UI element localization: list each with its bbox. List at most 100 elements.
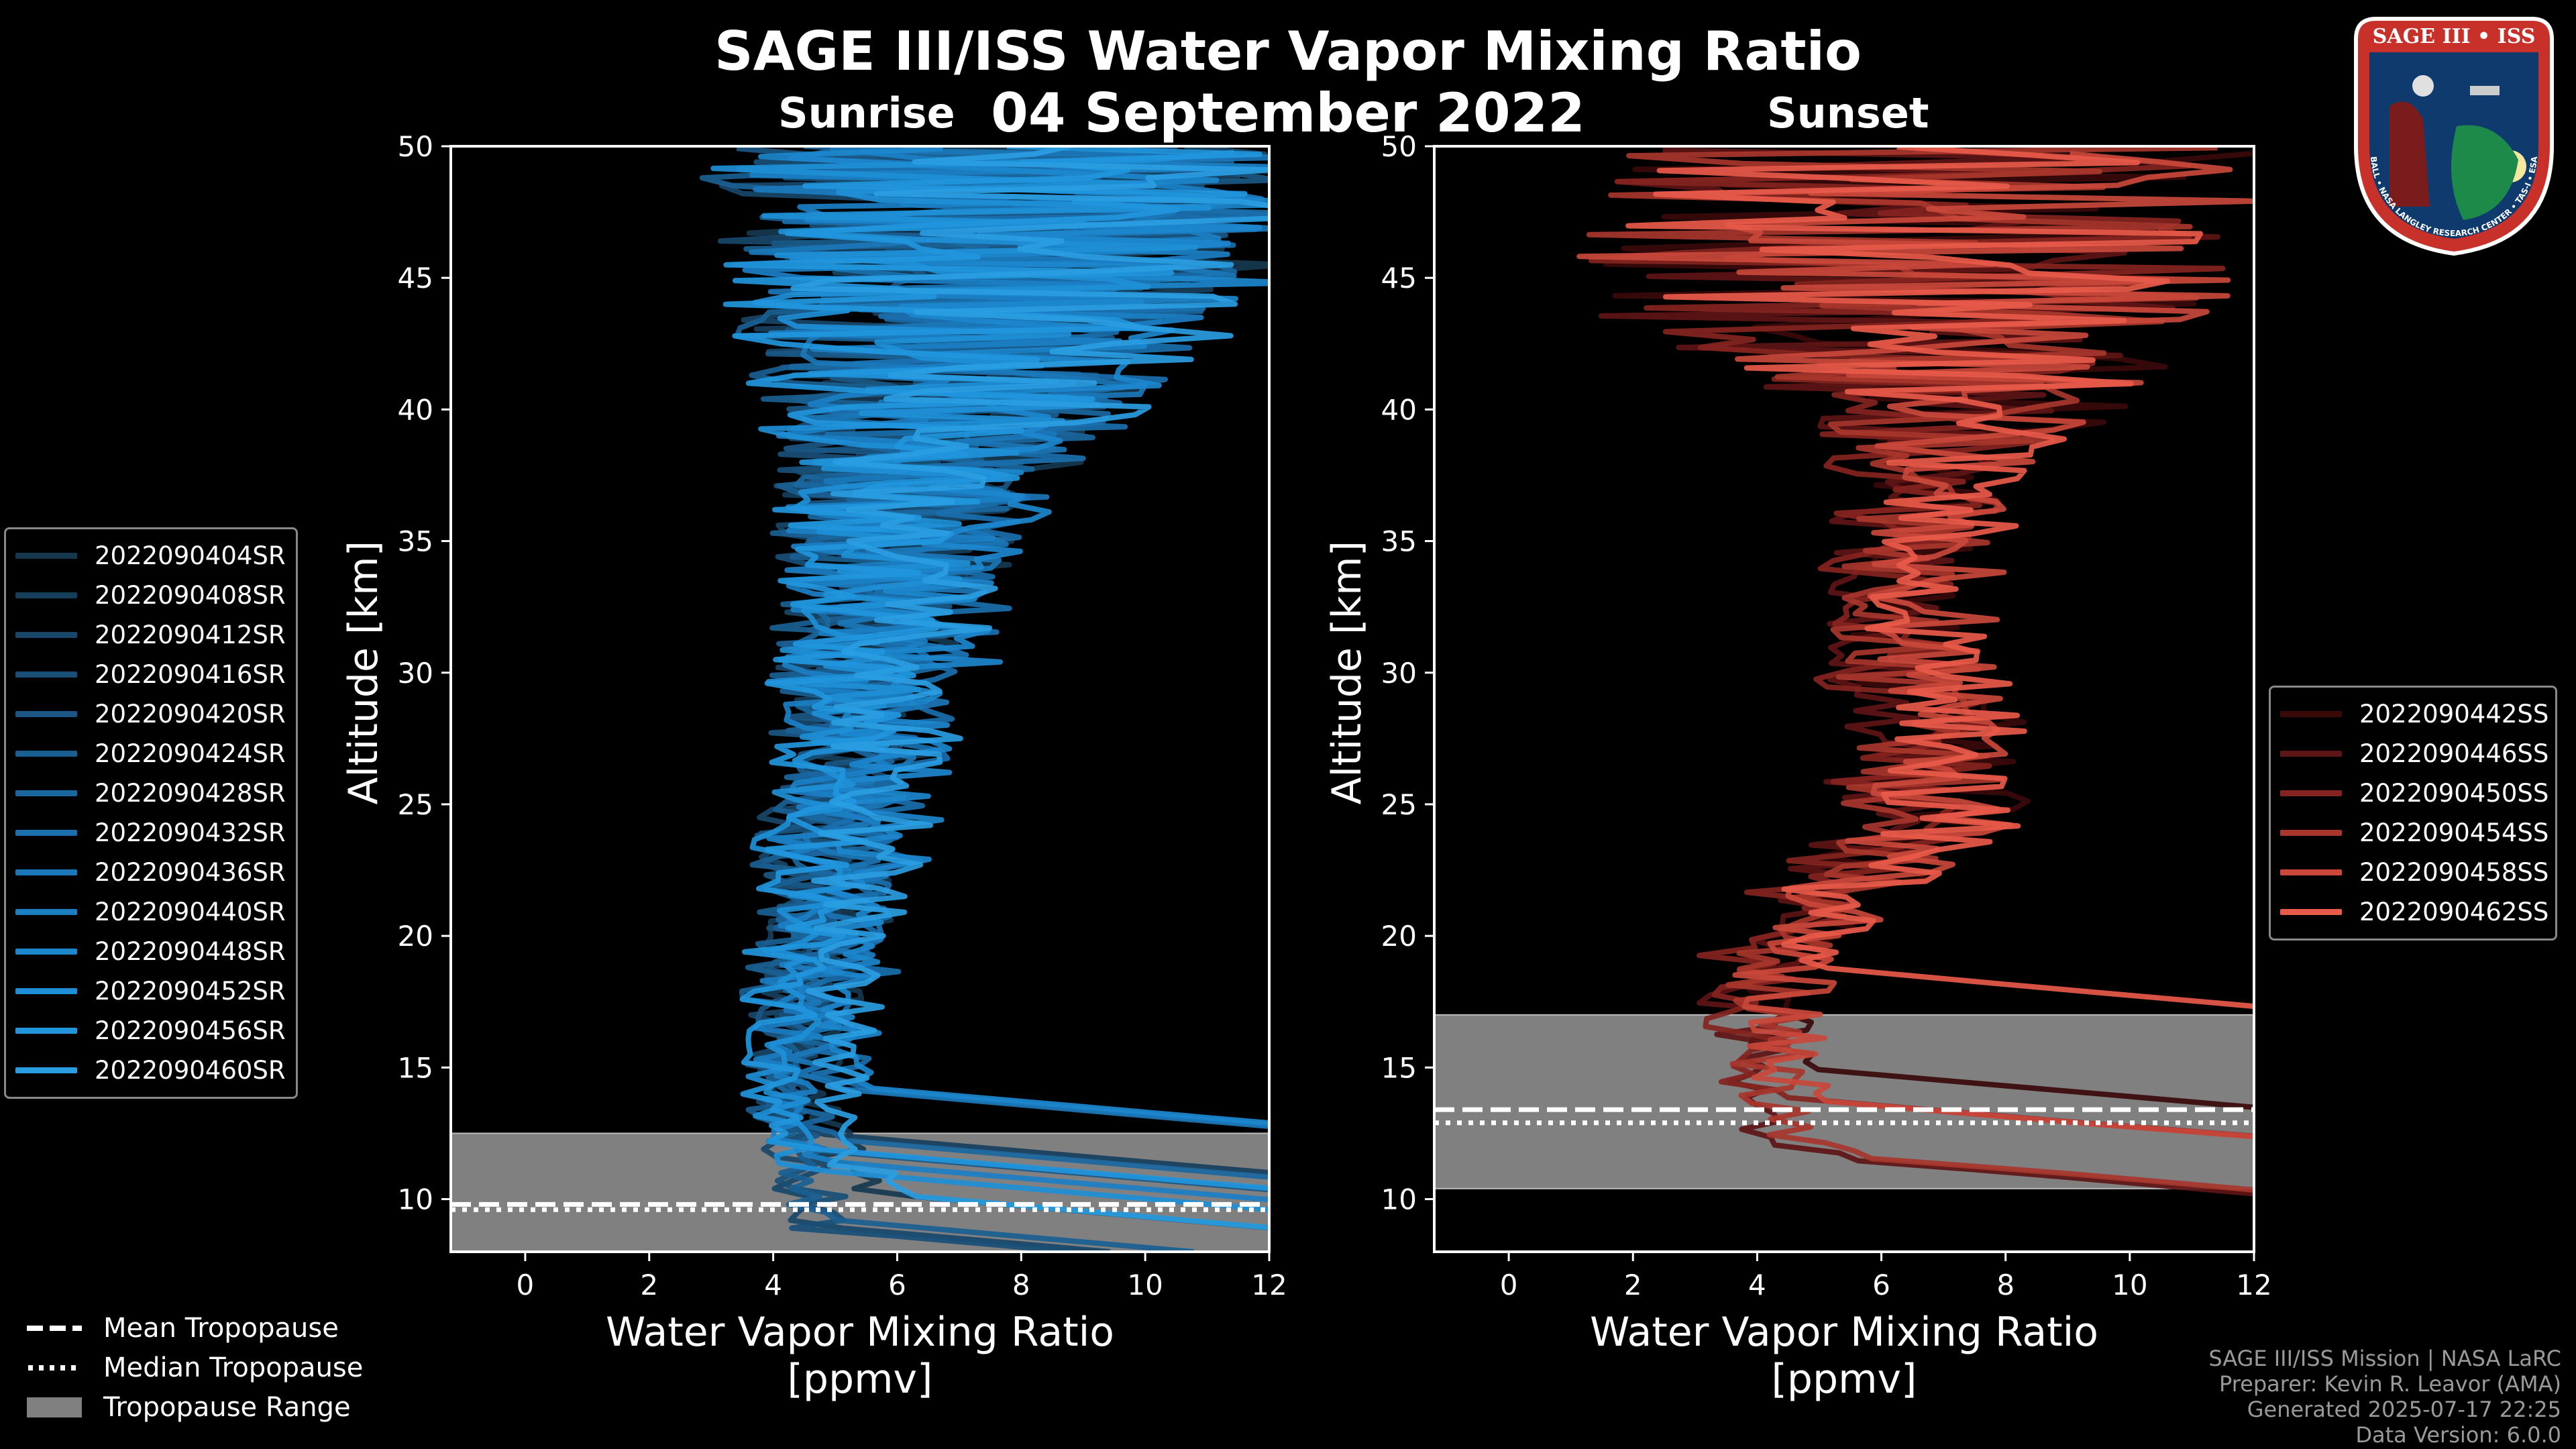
sunrise-plot: 0 2 4 6 8 10 12 10 15 20 25 30 35 40 45 50 Water Vapor M… xyxy=(340,130,1287,1403)
sunrise-ylabel: Altitude [km] xyxy=(340,541,387,805)
sunset-ytick-label: 20 xyxy=(1381,920,1417,953)
chart-date: 04 September 2022 xyxy=(991,82,1585,144)
legend-line-swatch xyxy=(15,988,77,994)
sunset-xlabel: Water Vapor Mixing Ratio xyxy=(1590,1309,2098,1356)
sunset-legend-item: 2022090442SS xyxy=(2271,694,2555,734)
legend-line-swatch xyxy=(15,711,77,717)
legend-label: 2022090432SR xyxy=(95,818,286,847)
legend-label: 2022090408SR xyxy=(95,581,286,610)
legend-label: 2022090428SR xyxy=(95,779,286,808)
legend-mean-label: Mean Tropopause xyxy=(103,1312,339,1344)
legend-line-swatch xyxy=(2280,711,2342,717)
sunrise-xtick-label: 4 xyxy=(764,1269,782,1301)
legend-label: 2022090442SS xyxy=(2359,700,2549,729)
sunset-ytick-label: 40 xyxy=(1381,393,1417,426)
legend-line-swatch xyxy=(15,1067,77,1073)
legend-label: 2022090450SS xyxy=(2359,779,2549,808)
legend-label: 2022090454SS xyxy=(2359,818,2549,847)
legend-line-swatch xyxy=(15,672,77,678)
sunset-plot-area xyxy=(1434,146,2254,1197)
credits: SAGE III/ISS Mission | NASA LaRC Prepare… xyxy=(2208,1346,2561,1448)
sunset-xtick-label: 4 xyxy=(1748,1269,1766,1301)
sunrise-ytick-label: 10 xyxy=(398,1183,433,1216)
sunrise-legend-item: 2022090408SR xyxy=(6,576,296,615)
sunrise-ytick-label: 30 xyxy=(398,657,433,690)
moon-icon xyxy=(2412,75,2434,97)
sunset-axes-frame xyxy=(1433,145,2255,1253)
sunset-ytick-label: 35 xyxy=(1381,525,1417,558)
legend-line-swatch xyxy=(15,592,77,598)
sunset-legend: 2022090442SS 2022090446SS 2022090450SS 2022… xyxy=(2269,686,2557,941)
sunrise-legend-item: 2022090404SR xyxy=(6,536,296,576)
sunset-ytick-label: 30 xyxy=(1381,657,1417,690)
legend-line-swatch xyxy=(2280,869,2342,875)
credit-preparer: Preparer: Kevin R. Leavor (AMA) xyxy=(2218,1371,2561,1397)
legend-line-swatch xyxy=(2280,909,2342,915)
sunset-ytick-label: 50 xyxy=(1381,130,1417,163)
sunrise-ytick-label: 40 xyxy=(398,393,433,426)
legend-label: 2022090416SR xyxy=(95,660,286,689)
sunrise-legend-item: 2022090412SR xyxy=(6,615,296,655)
sage-iss-logo: SAGE III • ISS BALL • NASA LANGLEY RESEA… xyxy=(2354,17,2554,256)
sunset-xtick-label: 6 xyxy=(1872,1269,1890,1301)
sunset-legend-item: 2022090454SS xyxy=(2271,813,2555,853)
sunset-ytick-label: 45 xyxy=(1381,262,1417,294)
tropopause-legend: Mean Tropopause Median Tropopause Tropop… xyxy=(25,1308,363,1427)
legend-label: 2022090456SR xyxy=(95,1016,286,1045)
sunset-plot: 0 2 4 6 8 10 12 10 15 20 25 30 35 40 45 50 Water Vapor M… xyxy=(1324,130,2272,1403)
sunrise-xtick-label: 10 xyxy=(1127,1269,1163,1301)
sunrise-legend-item: 2022090456SR xyxy=(6,1011,296,1051)
legend-label: 2022090462SS xyxy=(2359,898,2549,926)
sunrise-xlabel: Water Vapor Mixing Ratio xyxy=(606,1309,1114,1356)
sunrise-legend: 2022090404SR 2022090408SR 2022090412SR 2022… xyxy=(4,527,298,1099)
legend-label: 2022090460SR xyxy=(95,1056,286,1085)
legend-line-swatch xyxy=(15,553,77,559)
legend-line-swatch xyxy=(15,909,77,915)
sunrise-series-2022090460SR xyxy=(790,146,1269,1231)
legend-label: 2022090404SR xyxy=(95,541,286,570)
legend-line-swatch xyxy=(15,869,77,875)
legend-median-label: Median Tropopause xyxy=(103,1352,364,1383)
sunrise-ytick-label: 15 xyxy=(398,1051,433,1084)
legend-label: 2022090436SR xyxy=(95,858,286,887)
legend-line-swatch xyxy=(2280,751,2342,757)
sunrise-legend-item: 2022090452SR xyxy=(6,971,296,1011)
sunrise-legend-item: 2022090428SR xyxy=(6,773,296,813)
legend-line-swatch xyxy=(15,751,77,757)
sunset-xtick-label: 0 xyxy=(1500,1269,1518,1301)
sunset-xtick-label: 12 xyxy=(2236,1269,2271,1301)
sunrise-legend-item: 2022090448SR xyxy=(6,932,296,971)
sunrise-xlabel-units: [ppmv] xyxy=(788,1356,933,1403)
legend-label: 2022090458SS xyxy=(2359,858,2549,887)
legend-label: 2022090440SR xyxy=(95,898,286,926)
sunrise-xtick-label: 0 xyxy=(517,1269,535,1301)
sunrise-axes-frame xyxy=(449,145,1271,1253)
credit-version: Data Version: 6.0.0 xyxy=(2355,1422,2561,1448)
sunrise-legend-item: 2022090436SR xyxy=(6,853,296,892)
logo-title: SAGE III • ISS xyxy=(2373,25,2536,48)
sunset-xtick-label: 8 xyxy=(1996,1269,2015,1301)
legend-line-swatch xyxy=(15,949,77,955)
sunrise-ytick-label: 35 xyxy=(398,525,433,558)
legend-label: 2022090446SS xyxy=(2359,739,2549,768)
legend-label: 2022090420SR xyxy=(95,700,286,729)
chart-title: SAGE III/ISS Water Vapor Mixing Ratio xyxy=(714,20,1862,83)
legend-range: Tropopause Range xyxy=(25,1387,363,1427)
legend-line-swatch xyxy=(15,790,77,796)
sunrise-legend-item: 2022090440SR xyxy=(6,892,296,932)
sunset-xtick-label: 2 xyxy=(1624,1269,1642,1301)
dashed-line-icon xyxy=(27,1325,82,1331)
legend-label: 2022090424SR xyxy=(95,739,286,768)
legend-line-swatch xyxy=(15,830,77,836)
sunrise-ytick-label: 25 xyxy=(398,788,433,821)
sunrise-panel-label: Sunrise xyxy=(778,89,955,138)
legend-line-swatch xyxy=(2280,790,2342,796)
legend-line-swatch xyxy=(15,632,77,638)
sunrise-legend-item: 2022090460SR xyxy=(6,1051,296,1090)
credit-mission: SAGE III/ISS Mission | NASA LaRC xyxy=(2208,1346,2561,1371)
sunrise-xtick-label: 6 xyxy=(888,1269,906,1301)
sunset-ylabel: Altitude [km] xyxy=(1324,541,1371,805)
figure-icon xyxy=(2390,101,2430,207)
sunrise-xtick-label: 8 xyxy=(1012,1269,1030,1301)
